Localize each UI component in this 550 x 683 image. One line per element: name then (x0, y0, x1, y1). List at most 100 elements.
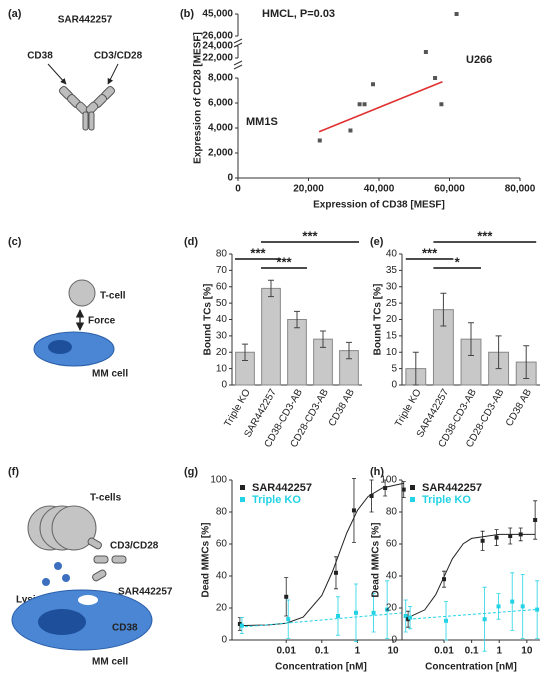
axis-break (233, 60, 243, 66)
y-axis-title: Dead MMCs [%] (371, 522, 382, 597)
legend-label: Triple KO (252, 494, 301, 506)
point (535, 607, 540, 612)
significance-label: *** (302, 228, 318, 243)
error-bar (268, 279, 274, 298)
y-tick-label: 50 (216, 298, 228, 309)
point (369, 494, 374, 498)
panel-label: (b) (180, 8, 194, 20)
y-tick-label: 15 (386, 331, 398, 342)
error-bar (468, 322, 474, 357)
y-tick-label: 80 (216, 507, 228, 518)
y-tick-label: 0 (391, 380, 397, 391)
point (454, 12, 459, 16)
error-bar (440, 292, 447, 327)
point (480, 538, 485, 543)
point (371, 82, 376, 87)
point (494, 535, 499, 540)
error-bar (412, 351, 419, 386)
y-tick-label: 0 (391, 635, 397, 646)
error-bar (242, 343, 248, 361)
mm-cell (33, 331, 115, 367)
error-bar (294, 310, 300, 329)
y-tick-label: 100 (210, 475, 227, 486)
force-label: Force (88, 316, 116, 327)
y-tick-label: 0 (221, 380, 227, 391)
x-tick-label: 0.1 (315, 646, 329, 657)
annotation: HMCL, P=0.03 (262, 8, 335, 20)
point (385, 607, 390, 612)
antibody-name: SAR442257 (58, 15, 113, 26)
x-tick-label: 10 (387, 646, 399, 657)
x-axis-title: Concentration [nM] (275, 662, 367, 673)
point (333, 570, 338, 575)
y-tick-label: 40 (216, 571, 228, 582)
point (403, 614, 408, 618)
significance-label: *** (250, 245, 266, 260)
y-tick-label: 20 (386, 314, 398, 325)
y-tick-label: 26,000 (202, 31, 233, 42)
y-tick-label: 100 (380, 475, 397, 486)
panel-label: (f) (8, 466, 19, 478)
fit-curve (239, 612, 404, 628)
significance-label: * (455, 254, 461, 269)
arm-label: CD38 (27, 51, 53, 62)
significance-label: *** (422, 245, 438, 260)
point (518, 532, 523, 537)
panel-label: (g) (184, 466, 198, 478)
fit-curve (408, 609, 536, 620)
point (496, 604, 501, 609)
y-tick-label: 80 (216, 249, 228, 260)
y-tick-label: 22,000 (202, 53, 233, 64)
fit-line (318, 81, 443, 133)
annotation: MM1S (246, 116, 278, 128)
legend-swatch (410, 485, 415, 490)
error-bar (495, 335, 502, 370)
x-tick-label: 10 (521, 646, 533, 657)
nucleus (48, 340, 72, 354)
error-bar (320, 330, 326, 348)
legend-label: SAR442257 (252, 482, 312, 494)
x-axis-title: Expression of CD38 [MESF] (313, 200, 445, 211)
y-tick-label: 60 (386, 539, 398, 550)
panel-label: (c) (8, 236, 22, 248)
axis-break (233, 42, 243, 48)
error-bar (346, 341, 352, 360)
y-axis-title: Dead MMCs [%] (201, 522, 212, 597)
annotation: U266 (466, 54, 492, 66)
y-tick-label: 25 (386, 298, 398, 309)
x-tick-label: 0.01 (434, 646, 454, 657)
x-tick-label: 40,000 (364, 184, 395, 195)
significance-label: *** (477, 228, 493, 243)
y-axis-title: Bound TCs [%] (373, 284, 384, 356)
point (348, 128, 353, 133)
y-tick-label: 35 (386, 265, 398, 276)
x-tick-label: 80,000 (505, 184, 536, 195)
point (284, 594, 289, 599)
legend-swatch (410, 497, 415, 502)
t-cells (51, 505, 97, 551)
y-tick-label: 24,000 (202, 41, 233, 52)
point (482, 617, 487, 622)
y-axis-title: Bound TCs [%] (203, 284, 214, 356)
y-tick-label: 60 (216, 539, 228, 550)
panel-label: (d) (184, 236, 198, 248)
x-tick-label: 0 (235, 184, 241, 195)
point (520, 604, 525, 609)
lysis-diagram: T-cells CD3/CD28 SAR442257 Lysis CD38 MM… (11, 493, 173, 668)
x-tick-label: 0.01 (276, 646, 296, 657)
point (357, 102, 362, 107)
legend-swatch (240, 485, 245, 490)
point (317, 138, 322, 143)
y-tick-label: 0 (221, 635, 227, 646)
cell-label: MM cell (92, 369, 128, 380)
y-tick-label: 10 (216, 363, 228, 374)
point (401, 487, 406, 492)
x-tick-label: 60,000 (434, 184, 465, 195)
arm-label: CD3/CD28 (94, 51, 143, 62)
point (383, 486, 388, 490)
y-tick-label: 40 (386, 571, 398, 582)
point (353, 610, 358, 615)
legend-swatch (240, 497, 245, 502)
cell-label: T-cells (90, 493, 122, 504)
